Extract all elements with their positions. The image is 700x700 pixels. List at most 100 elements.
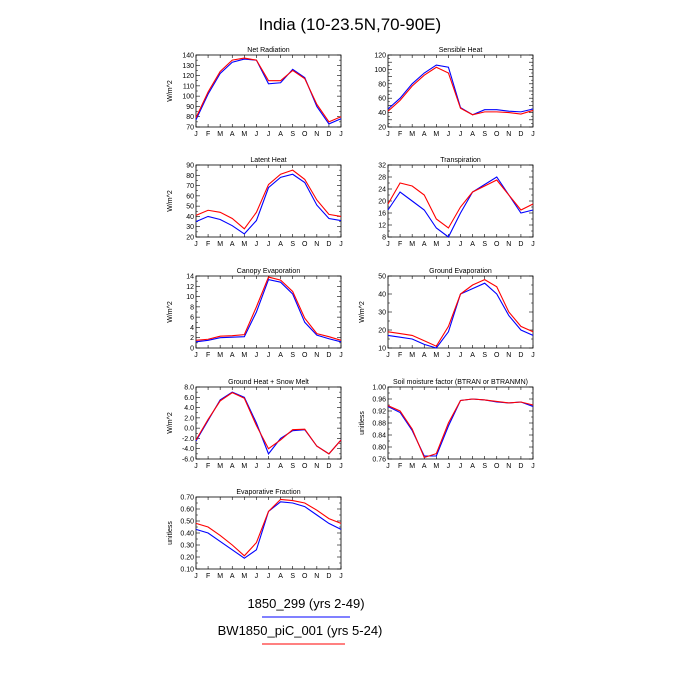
series-line-1 xyxy=(195,391,342,455)
x-tick-label: M xyxy=(241,352,247,359)
plot-frame xyxy=(387,54,534,128)
x-tick-label: D xyxy=(518,241,523,248)
x-tick-label: M xyxy=(217,463,223,470)
x-tick-label: J xyxy=(459,241,463,248)
x-tick-label: O xyxy=(494,241,500,248)
legend: 1850_299 (yrs 2-49) BW1850_piC_001 (yrs … xyxy=(218,596,383,645)
y-tick-label: 80 xyxy=(186,173,194,180)
x-tick-label: J xyxy=(531,241,535,248)
x-tick-label: J xyxy=(255,241,259,248)
y-tick-label: 30 xyxy=(378,310,386,317)
y-tick-label: 60 xyxy=(378,96,386,103)
x-tick-label: M xyxy=(433,352,439,359)
y-tick-label: 0.88 xyxy=(372,421,386,428)
y-tick-label: 120 xyxy=(374,53,386,60)
series-line-1 xyxy=(195,278,342,343)
y-tick-label: -6.0 xyxy=(182,457,194,464)
x-tick-label: F xyxy=(398,352,402,359)
x-tick-label: M xyxy=(409,241,415,248)
y-tick-label: 10 xyxy=(378,346,386,353)
x-tick-label: M xyxy=(217,241,223,248)
y-tick-label: 0.30 xyxy=(180,543,194,550)
y-tick-label: 60 xyxy=(186,193,194,200)
series-line-2 xyxy=(195,498,342,557)
x-tick-label: A xyxy=(470,463,475,470)
plot-frame xyxy=(387,386,534,460)
plot-frame xyxy=(195,496,342,570)
x-tick-label: N xyxy=(506,131,511,138)
x-tick-label: O xyxy=(302,573,308,580)
x-tick-label: O xyxy=(494,352,500,359)
x-tick-label: O xyxy=(494,131,500,138)
y-tick-label: 70 xyxy=(186,183,194,190)
y-tick-label: 4.0 xyxy=(184,405,194,412)
y-tick-label: 0.40 xyxy=(180,531,194,538)
x-tick-label: O xyxy=(302,241,308,248)
legend-label-2: BW1850_piC_001 (yrs 5-24) xyxy=(218,623,383,638)
y-tick-label: 40 xyxy=(378,110,386,117)
x-tick-label: F xyxy=(206,241,210,248)
y-tick-label: 0.76 xyxy=(372,457,386,464)
x-tick-label: J xyxy=(267,352,271,359)
x-tick-label: M xyxy=(217,573,223,580)
x-tick-label: A xyxy=(278,352,283,359)
y-tick-label: 2.0 xyxy=(184,415,194,422)
x-tick-label: J xyxy=(447,241,451,248)
y-tick-label: 8 xyxy=(190,304,194,311)
y-tick-label: 20 xyxy=(378,328,386,335)
x-tick-label: S xyxy=(290,352,295,359)
y-tick-label: 40 xyxy=(186,214,194,221)
x-tick-label: A xyxy=(422,463,427,470)
series-line-2 xyxy=(195,57,342,123)
x-tick-label: F xyxy=(206,131,210,138)
y-tick-label: 80 xyxy=(378,81,386,88)
x-tick-label: M xyxy=(409,352,415,359)
y-tick-label: 90 xyxy=(186,163,194,170)
y-tick-label: 0.70 xyxy=(180,495,194,502)
x-tick-label: D xyxy=(518,463,523,470)
x-tick-label: J xyxy=(267,463,271,470)
y-axis-label: unitless xyxy=(359,411,366,435)
x-tick-label: J xyxy=(255,463,259,470)
x-tick-label: M xyxy=(241,463,247,470)
y-tick-label: 12 xyxy=(378,223,386,230)
y-tick-label: 1.00 xyxy=(372,385,386,392)
x-tick-label: M xyxy=(241,573,247,580)
x-tick-label: A xyxy=(230,352,235,359)
y-axis-label: W/m^2 xyxy=(359,301,366,323)
series-line-1 xyxy=(195,173,342,235)
x-tick-label: J xyxy=(459,463,463,470)
y-tick-label: 4 xyxy=(190,325,194,332)
x-tick-label: O xyxy=(494,463,500,470)
y-tick-label: 14 xyxy=(186,274,194,281)
y-tick-label: 50 xyxy=(378,274,386,281)
y-tick-label: 16 xyxy=(378,211,386,218)
x-tick-label: O xyxy=(302,352,308,359)
y-tick-label: 8.0 xyxy=(184,385,194,392)
x-tick-label: A xyxy=(422,241,427,248)
x-tick-label: O xyxy=(302,131,308,138)
x-tick-label: A xyxy=(422,352,427,359)
x-tick-label: J xyxy=(531,352,535,359)
series-line-1 xyxy=(195,58,342,125)
x-tick-label: J xyxy=(531,463,535,470)
y-tick-label: 0.80 xyxy=(372,445,386,452)
y-tick-label: 0.60 xyxy=(180,507,194,514)
y-tick-label: 0.0 xyxy=(184,426,194,433)
x-tick-label: A xyxy=(470,352,475,359)
series-line-2 xyxy=(387,179,534,229)
y-tick-label: 8 xyxy=(382,235,386,242)
y-tick-label: 12 xyxy=(186,284,194,291)
x-tick-label: S xyxy=(482,463,487,470)
x-tick-label: D xyxy=(326,463,331,470)
x-tick-label: M xyxy=(217,352,223,359)
x-tick-label: J xyxy=(267,573,271,580)
x-tick-label: J xyxy=(255,131,259,138)
y-tick-label: 0.92 xyxy=(372,409,386,416)
x-tick-label: N xyxy=(314,463,319,470)
x-tick-label: A xyxy=(230,131,235,138)
